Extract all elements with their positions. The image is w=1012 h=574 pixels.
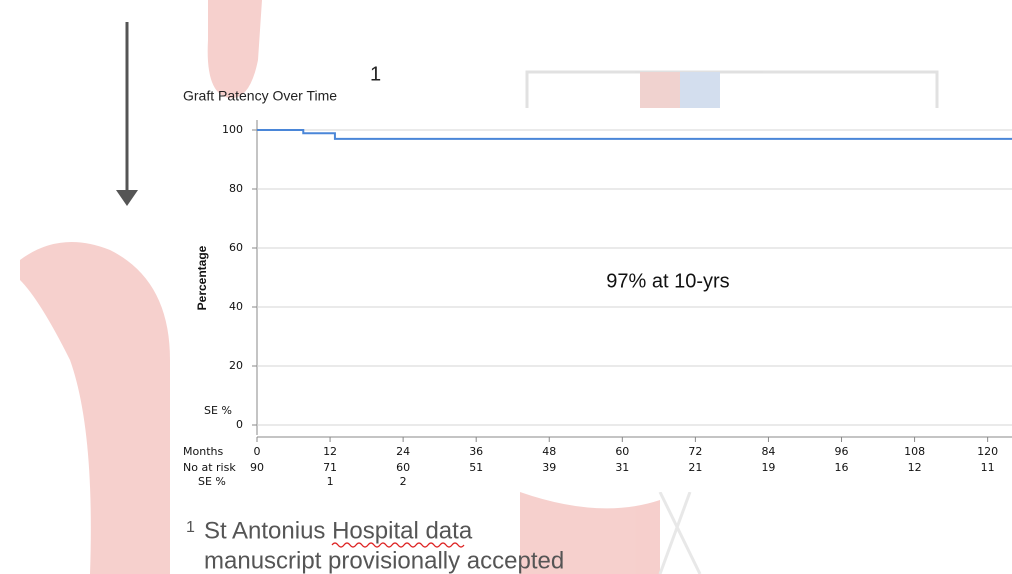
risk-value: 51 xyxy=(469,461,483,474)
footnote-line: St Antonius Hospital data xyxy=(204,517,473,544)
risk-value: 39 xyxy=(542,461,556,474)
risk-value: 71 xyxy=(323,461,337,474)
y-tick-label: 100 xyxy=(222,123,243,136)
y-tick-label: 40 xyxy=(229,300,243,313)
x-tick-label: 60 xyxy=(615,445,629,458)
se-value: 2 xyxy=(400,475,407,488)
footnote-marker: 1 xyxy=(186,519,195,536)
risk-value: 19 xyxy=(761,461,775,474)
risk-value: 31 xyxy=(615,461,629,474)
footnote-line: manuscript provisionally accepted xyxy=(204,547,564,574)
risk-value: 21 xyxy=(688,461,702,474)
x-tick-label: 120 xyxy=(977,445,998,458)
y-tick-label: 60 xyxy=(229,241,243,254)
risk-value: 90 xyxy=(250,461,264,474)
series-line xyxy=(257,129,1012,140)
axis-note: SE % xyxy=(204,404,232,417)
x-tick-label: 96 xyxy=(835,445,849,458)
arrow xyxy=(116,22,138,206)
chart-panel xyxy=(176,108,1012,492)
spell-underline xyxy=(331,542,465,548)
se-row-label: SE % xyxy=(198,475,226,488)
x-tick-label: 36 xyxy=(469,445,483,458)
y-tick-label: 20 xyxy=(229,359,243,372)
y-tick-label: 80 xyxy=(229,182,243,195)
x-tick-label: 84 xyxy=(761,445,775,458)
risk-row-label: No at risk xyxy=(183,461,236,474)
x-tick-label: 48 xyxy=(542,445,556,458)
x-tick-label: 72 xyxy=(688,445,702,458)
y-tick-label: 0 xyxy=(236,418,243,431)
x-tick-label: 108 xyxy=(904,445,925,458)
risk-value: 11 xyxy=(981,461,995,474)
x-tick-label: 0 xyxy=(254,445,261,458)
annotation: 97% at 10-yrs xyxy=(606,270,729,292)
x-tick-label: 12 xyxy=(323,445,337,458)
x-tick-label: 24 xyxy=(396,445,410,458)
x-row-label: Months xyxy=(183,445,223,458)
chart-title: Graft Patency Over Time xyxy=(183,88,337,104)
risk-value: 60 xyxy=(396,461,410,474)
risk-value: 12 xyxy=(908,461,922,474)
background-illustration xyxy=(20,0,939,574)
y-axis-label: Percentage xyxy=(195,245,209,310)
se-value: 1 xyxy=(327,475,334,488)
risk-value: 16 xyxy=(835,461,849,474)
title-note: 1 xyxy=(370,63,381,85)
